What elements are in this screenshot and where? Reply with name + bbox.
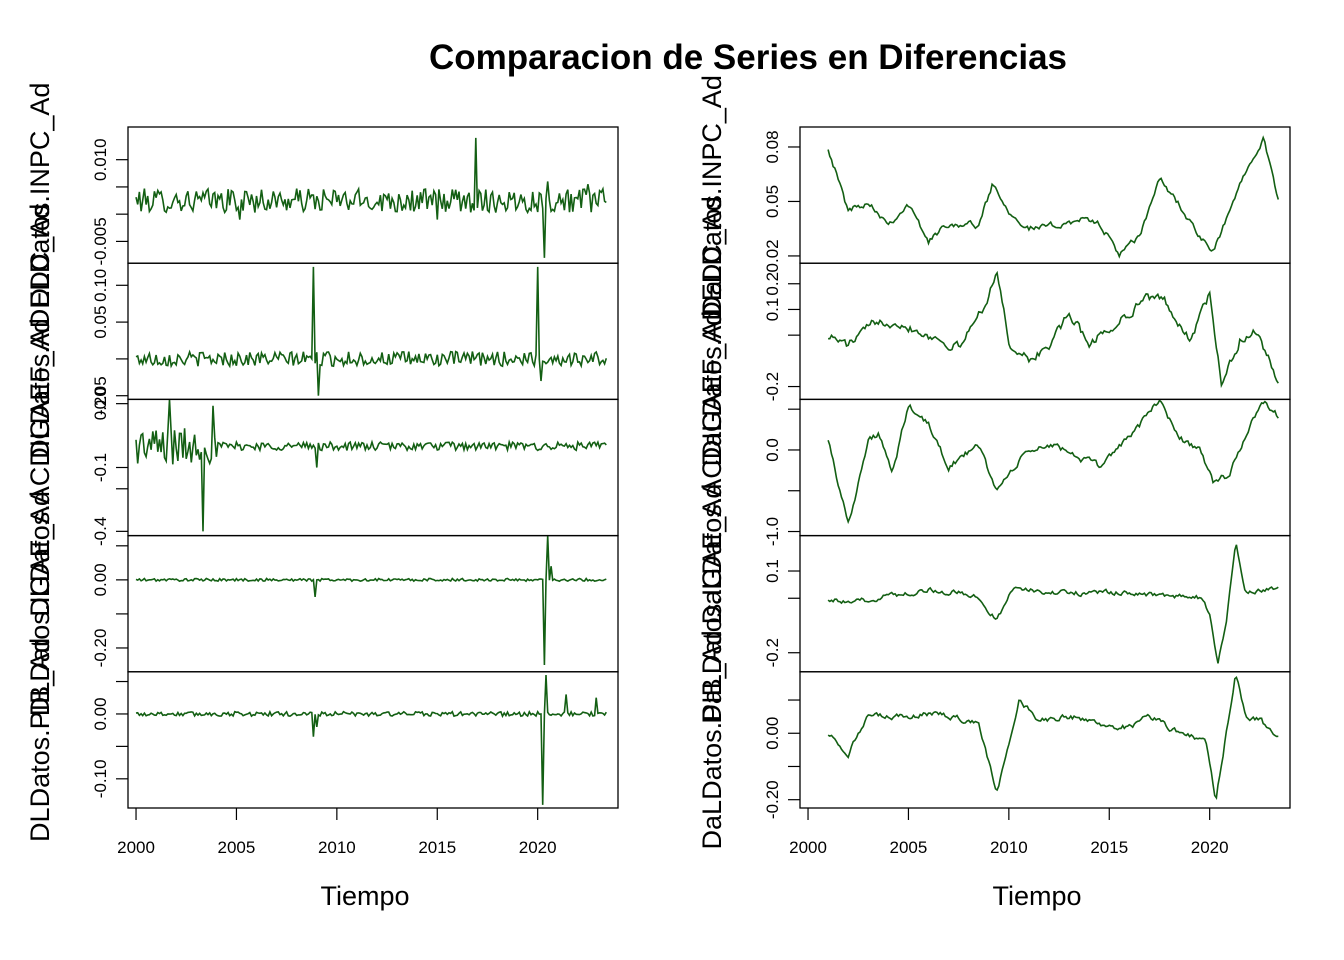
y-tick-label: 0.08 bbox=[763, 130, 782, 163]
y-axis-label-2: DaLDatos.ADEDC_Ad bbox=[697, 196, 727, 466]
y-axis-label-3: DaLDatos.ACDIGAEF_Ad bbox=[697, 311, 727, 625]
y-tick-label: 0.05 bbox=[763, 185, 782, 218]
x-tick-label: 2005 bbox=[890, 838, 928, 857]
y-tick-label: 0.00 bbox=[91, 697, 110, 730]
right-column: 0.02 0.05 0.08 DaLDatos.INPC_Ad -0.2 0.1 0.2 Da… bbox=[697, 75, 1291, 911]
y-tick-label: 0.20 bbox=[91, 387, 110, 420]
y-tick-label: -0.20 bbox=[763, 780, 782, 819]
y-tick-label: 0.05 bbox=[91, 306, 110, 339]
chart-title: Comparacion de Series en Diferencias bbox=[429, 38, 1067, 77]
x-tick-label: 2010 bbox=[318, 838, 356, 857]
y-tick-label: -0.4 bbox=[91, 517, 110, 546]
y-tick-label: 0.00 bbox=[91, 563, 110, 596]
series-line-3 bbox=[827, 399, 1279, 525]
y-axis-label-5: DaLDatos.PIB_Ad bbox=[697, 630, 727, 849]
y-tick-label: -0.05 bbox=[91, 376, 110, 415]
y-tick-label: 0.10 bbox=[91, 269, 110, 302]
panel-frame-3 bbox=[799, 398, 1291, 537]
y-axis-label-5: DLDatos.PIB_Ad bbox=[25, 638, 55, 842]
y-tick-label: -1.0 bbox=[763, 517, 782, 546]
x-tick-label: 2015 bbox=[418, 838, 456, 857]
y-tick-label: -0.2 bbox=[763, 372, 782, 401]
y-tick-label: 0.2 bbox=[763, 272, 782, 296]
y-axis-label-2: DLDatos.ADEDC_Ad bbox=[25, 204, 55, 459]
x-tick-label: 2005 bbox=[218, 838, 256, 857]
x-tick-label: 2020 bbox=[1191, 838, 1229, 857]
y-tick-label: -0.20 bbox=[91, 629, 110, 668]
y-axis-label-4: DaLDatos.IGAE_Ad bbox=[697, 484, 727, 724]
x-tick-label: 2010 bbox=[990, 838, 1028, 857]
series-line-1 bbox=[135, 137, 607, 258]
y-tick-label: 0.0 bbox=[763, 438, 782, 462]
y-tick-label: 0.00 bbox=[763, 717, 782, 750]
left-column: -0.005 0.010 DLDatos.INPC_Ad -0.05 0.05 0.10 D… bbox=[25, 83, 619, 911]
y-tick-label: -0.005 bbox=[91, 217, 110, 265]
y-tick-label: 0.1 bbox=[763, 559, 782, 583]
x-tick-label: 2020 bbox=[519, 838, 557, 857]
panel-frame-5 bbox=[799, 671, 1291, 809]
y-axis-label-4: DLDatos.IGAE_Ad bbox=[25, 491, 55, 716]
x-axis-label: Tiempo bbox=[320, 881, 409, 911]
series-line-5 bbox=[135, 674, 607, 805]
y-tick-label: 0.02 bbox=[763, 239, 782, 272]
x-tick-label: 2000 bbox=[789, 838, 827, 857]
y-tick-label: 0.010 bbox=[91, 138, 110, 181]
y-tick-label: -0.1 bbox=[91, 453, 110, 482]
x-axis-label: Tiempo bbox=[992, 881, 1081, 911]
y-tick-label: -0.10 bbox=[91, 759, 110, 798]
series-line-3 bbox=[135, 399, 607, 532]
series-line-4 bbox=[135, 535, 607, 666]
y-axis-label-1: DaLDatos.INPC_Ad bbox=[697, 75, 727, 315]
series-line-2 bbox=[828, 270, 1279, 389]
series-line-5 bbox=[827, 676, 1279, 801]
panel-frame-5 bbox=[127, 671, 619, 809]
y-tick-label: 0.1 bbox=[763, 298, 782, 322]
series-line-2 bbox=[135, 266, 608, 396]
series-line-4 bbox=[827, 544, 1279, 664]
x-tick-label: 2015 bbox=[1090, 838, 1128, 857]
panel-frame-2 bbox=[799, 262, 1291, 401]
y-axis-label-3: DLDatos.ACDIGAEF_Ad bbox=[25, 318, 55, 617]
y-tick-label: -0.2 bbox=[763, 638, 782, 667]
y-axis-label-1: DLDatos.INPC_Ad bbox=[25, 83, 55, 308]
series-line-1 bbox=[827, 135, 1280, 259]
x-tick-label: 2000 bbox=[117, 838, 155, 857]
panel-frame-2 bbox=[127, 262, 619, 401]
